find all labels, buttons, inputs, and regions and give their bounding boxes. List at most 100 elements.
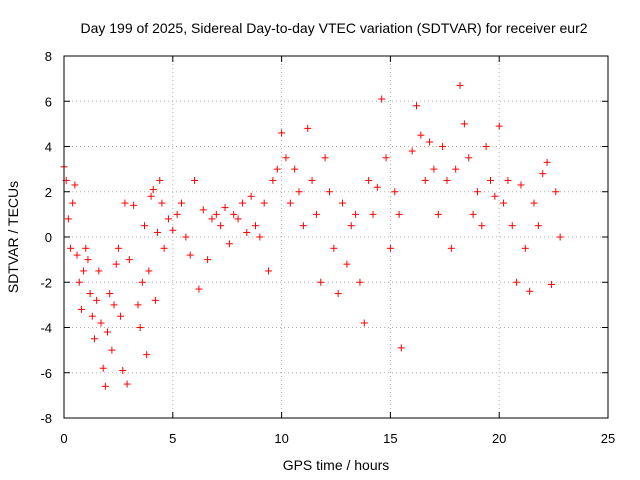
data-point bbox=[169, 226, 177, 234]
data-point bbox=[539, 170, 547, 178]
data-point bbox=[138, 278, 146, 286]
data-point bbox=[452, 165, 460, 173]
data-point bbox=[143, 351, 151, 359]
data-point bbox=[64, 215, 72, 223]
plot-frame bbox=[63, 55, 609, 419]
data-point bbox=[158, 199, 166, 207]
data-point bbox=[234, 215, 242, 223]
data-point bbox=[204, 256, 212, 264]
y-tick-label: 2 bbox=[45, 185, 52, 200]
data-point bbox=[130, 201, 138, 209]
data-point bbox=[495, 122, 503, 130]
data-point bbox=[90, 335, 98, 343]
data-point bbox=[156, 176, 164, 184]
data-point bbox=[278, 129, 286, 137]
data-point bbox=[108, 346, 116, 354]
data-point bbox=[191, 176, 199, 184]
data-point bbox=[339, 199, 347, 207]
data-points bbox=[60, 81, 564, 390]
data-point bbox=[321, 154, 329, 162]
data-point bbox=[134, 301, 142, 309]
data-point bbox=[265, 267, 273, 275]
data-point bbox=[356, 278, 364, 286]
x-tick-labels: 0 5 10 15 20 25 bbox=[60, 431, 615, 446]
y-tick-label: 4 bbox=[45, 140, 52, 155]
data-point bbox=[119, 366, 127, 374]
data-point bbox=[308, 176, 316, 184]
data-point bbox=[141, 222, 149, 230]
data-point bbox=[225, 240, 233, 248]
data-point bbox=[347, 222, 355, 230]
data-point bbox=[397, 344, 405, 352]
data-point bbox=[547, 281, 555, 289]
data-point bbox=[221, 204, 229, 212]
data-point bbox=[543, 158, 551, 166]
data-point bbox=[304, 124, 312, 132]
data-point bbox=[469, 210, 477, 218]
data-point bbox=[478, 222, 486, 230]
data-point bbox=[123, 380, 131, 388]
y-tick-label: 8 bbox=[45, 49, 52, 64]
x-tick-label: 15 bbox=[383, 431, 397, 446]
data-point bbox=[99, 364, 107, 372]
data-point bbox=[136, 324, 144, 331]
y-tick-label: -6 bbox=[40, 366, 52, 381]
data-point bbox=[556, 233, 564, 241]
data-point bbox=[373, 183, 381, 191]
data-point bbox=[104, 328, 112, 336]
data-point bbox=[182, 233, 190, 241]
data-point bbox=[430, 165, 438, 173]
data-point bbox=[117, 312, 125, 320]
data-point bbox=[260, 199, 268, 207]
data-point bbox=[434, 210, 442, 218]
data-point bbox=[97, 319, 105, 327]
data-point bbox=[325, 188, 333, 196]
data-point bbox=[121, 199, 129, 207]
data-point bbox=[465, 154, 473, 162]
data-point bbox=[456, 81, 464, 89]
y-tick-label: 6 bbox=[45, 94, 52, 109]
data-point bbox=[295, 188, 303, 196]
data-point bbox=[195, 285, 203, 293]
data-point bbox=[291, 165, 299, 173]
data-point bbox=[212, 210, 220, 218]
data-point bbox=[106, 290, 114, 298]
data-point bbox=[145, 267, 153, 275]
data-point bbox=[286, 199, 294, 207]
data-point bbox=[256, 233, 264, 241]
data-point bbox=[504, 176, 512, 184]
data-point bbox=[82, 244, 90, 252]
data-point bbox=[247, 192, 255, 200]
y-tick-label: -8 bbox=[40, 411, 52, 426]
data-point bbox=[173, 210, 181, 218]
data-point bbox=[299, 222, 307, 230]
data-point bbox=[378, 95, 386, 103]
data-point bbox=[67, 244, 75, 252]
x-tick-label: 0 bbox=[60, 431, 67, 446]
y-tick-label: -4 bbox=[40, 321, 52, 336]
data-point bbox=[199, 206, 207, 214]
data-point bbox=[238, 199, 246, 207]
data-point bbox=[534, 222, 542, 230]
data-point bbox=[93, 296, 101, 304]
data-point bbox=[110, 301, 118, 309]
data-point bbox=[334, 290, 342, 298]
data-point bbox=[508, 222, 516, 230]
data-point bbox=[147, 192, 155, 200]
data-point bbox=[426, 138, 434, 146]
data-point bbox=[352, 210, 360, 218]
data-point bbox=[413, 102, 421, 110]
data-point bbox=[521, 244, 529, 252]
grid-lines bbox=[64, 56, 608, 418]
data-point bbox=[154, 228, 162, 236]
data-point bbox=[88, 312, 96, 320]
data-point bbox=[360, 319, 368, 327]
data-point bbox=[84, 256, 92, 264]
data-point bbox=[365, 176, 373, 184]
x-tick-label: 25 bbox=[601, 431, 615, 446]
x-axis-label: GPS time / hours bbox=[283, 457, 390, 473]
data-point bbox=[382, 154, 390, 162]
data-point bbox=[80, 267, 88, 275]
data-point bbox=[421, 176, 429, 184]
x-tick-label: 20 bbox=[492, 431, 506, 446]
